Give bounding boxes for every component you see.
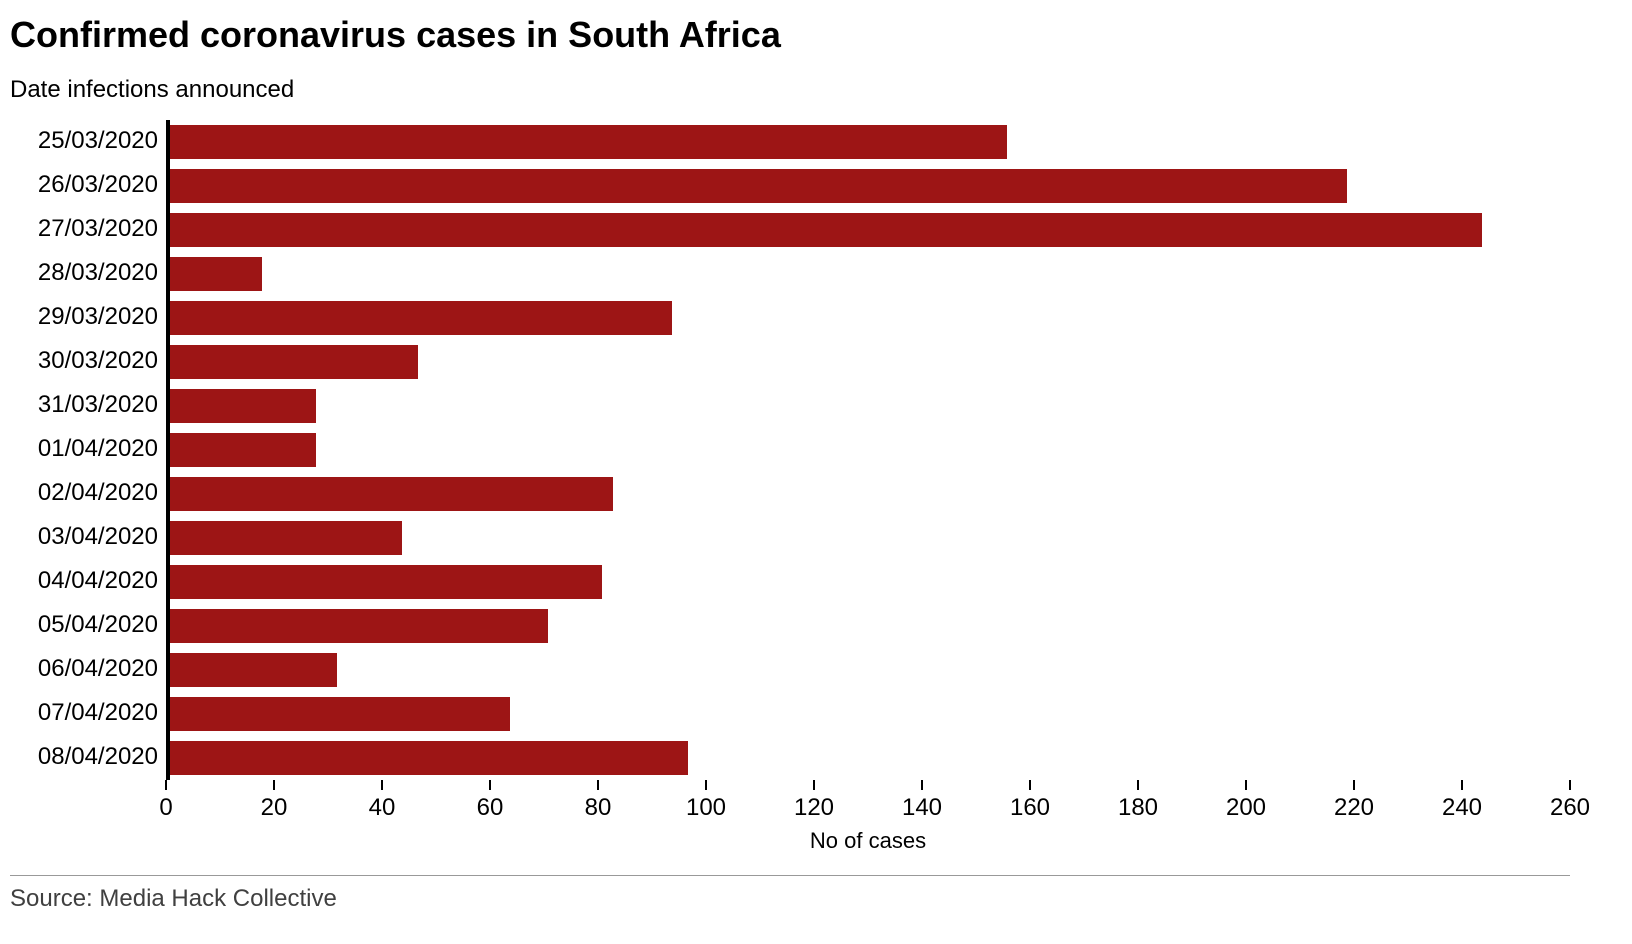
y-axis-label: 03/04/2020 — [38, 523, 158, 551]
chart-title: Confirmed coronavirus cases in South Afr… — [10, 14, 781, 56]
x-axis-tick — [813, 780, 815, 790]
x-axis-tick — [597, 780, 599, 790]
bar — [170, 565, 602, 599]
y-axis-label: 01/04/2020 — [38, 435, 158, 463]
x-axis-tick — [1137, 780, 1139, 790]
y-axis-label: 06/04/2020 — [38, 655, 158, 683]
bar — [170, 741, 688, 775]
y-axis-label: 26/03/2020 — [38, 171, 158, 199]
footer-divider — [10, 875, 1570, 876]
x-axis-tick-label: 180 — [1118, 794, 1158, 822]
footer-source: Source: Media Hack Collective — [10, 885, 337, 913]
x-axis-tick-label: 60 — [477, 794, 504, 822]
x-axis-tick — [921, 780, 923, 790]
y-axis-label: 02/04/2020 — [38, 479, 158, 507]
y-axis-label: 29/03/2020 — [38, 303, 158, 331]
y-axis-label: 27/03/2020 — [38, 215, 158, 243]
x-axis-title: No of cases — [810, 828, 926, 854]
chart-container: Confirmed coronavirus cases in South Afr… — [0, 0, 1632, 944]
x-axis-tick-label: 240 — [1442, 794, 1482, 822]
bar — [170, 609, 548, 643]
bar — [170, 169, 1347, 203]
bar — [170, 433, 316, 467]
x-axis-tick — [1353, 780, 1355, 790]
x-axis-tick-label: 220 — [1334, 794, 1374, 822]
x-axis-tick-label: 160 — [1010, 794, 1050, 822]
x-axis-tick-label: 20 — [261, 794, 288, 822]
y-axis-label: 08/04/2020 — [38, 743, 158, 771]
y-axis-label: 28/03/2020 — [38, 259, 158, 287]
x-axis-tick — [165, 780, 167, 790]
bar — [170, 125, 1007, 159]
x-axis-tick-label: 260 — [1550, 794, 1590, 822]
x-axis-tick — [1245, 780, 1247, 790]
y-axis-label: 04/04/2020 — [38, 567, 158, 595]
x-axis-tick-label: 0 — [159, 794, 172, 822]
x-axis-tick-label: 120 — [794, 794, 834, 822]
y-axis-label: 30/03/2020 — [38, 347, 158, 375]
x-axis-tick-label: 200 — [1226, 794, 1266, 822]
x-axis-tick — [489, 780, 491, 790]
x-axis-tick — [381, 780, 383, 790]
bar — [170, 521, 402, 555]
x-axis-tick — [1461, 780, 1463, 790]
y-axis-label: 31/03/2020 — [38, 391, 158, 419]
y-axis-label: 07/04/2020 — [38, 699, 158, 727]
bar — [170, 345, 418, 379]
bar — [170, 477, 613, 511]
bar — [170, 697, 510, 731]
bar — [170, 653, 337, 687]
x-axis-tick-label: 100 — [686, 794, 726, 822]
x-axis-tick-label: 140 — [902, 794, 942, 822]
y-axis-label: 05/04/2020 — [38, 611, 158, 639]
bar — [170, 301, 672, 335]
bar — [170, 213, 1482, 247]
chart-subtitle: Date infections announced — [10, 76, 294, 104]
x-axis-tick-label: 80 — [585, 794, 612, 822]
x-axis-tick — [1029, 780, 1031, 790]
x-axis-tick — [273, 780, 275, 790]
bar — [170, 389, 316, 423]
x-axis-tick — [1569, 780, 1571, 790]
y-axis-label: 25/03/2020 — [38, 127, 158, 155]
x-axis-tick — [705, 780, 707, 790]
x-axis-tick-label: 40 — [369, 794, 396, 822]
bar — [170, 257, 262, 291]
